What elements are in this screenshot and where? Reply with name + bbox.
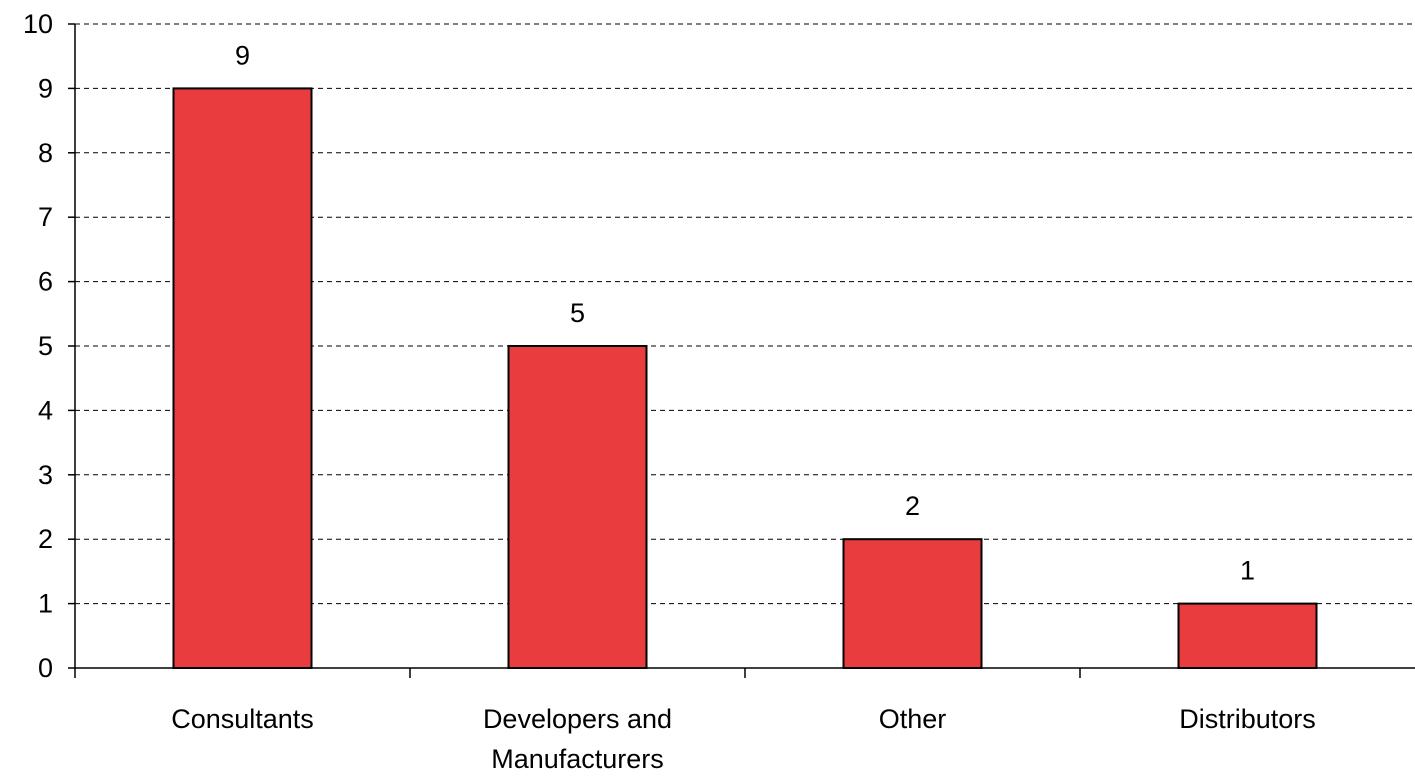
data-label-3: 1 bbox=[1240, 556, 1255, 586]
y-tick-label: 2 bbox=[38, 524, 53, 554]
gridlines bbox=[75, 23, 1415, 605]
y-tick-label: 8 bbox=[38, 138, 53, 168]
y-tick-label: 6 bbox=[38, 267, 53, 297]
data-label-1: 5 bbox=[570, 298, 585, 328]
y-tick-label: 1 bbox=[38, 589, 53, 619]
category-label-3: Distributors bbox=[1179, 704, 1316, 734]
category-label-line: Other bbox=[879, 704, 947, 734]
labels: 0 1 2 3 4 5 6 7 8 9 10 9 Consultants 5 Developers and M… bbox=[23, 9, 1316, 774]
y-tick-label: 9 bbox=[38, 73, 53, 103]
category-label-line: Consultants bbox=[171, 704, 314, 734]
category-label-line: Developers and bbox=[483, 704, 672, 734]
category-label-line: Distributors bbox=[1179, 704, 1316, 734]
y-tick-label: 4 bbox=[38, 395, 53, 425]
bar-1 bbox=[507, 345, 648, 669]
category-label-1: Developers and Manufacturers bbox=[483, 704, 672, 774]
bar-0 bbox=[172, 87, 313, 669]
bars bbox=[172, 87, 1318, 670]
bar-3 bbox=[1177, 602, 1318, 669]
category-label-2: Other bbox=[879, 704, 947, 734]
y-tick-label: 5 bbox=[38, 331, 53, 361]
data-label-0: 9 bbox=[235, 40, 250, 70]
data-label-2: 2 bbox=[905, 491, 920, 521]
y-tick-label: 0 bbox=[38, 653, 53, 683]
bar-2 bbox=[842, 538, 983, 670]
category-label-0: Consultants bbox=[171, 704, 314, 734]
y-tick-label: 7 bbox=[38, 202, 53, 232]
category-label-line: Manufacturers bbox=[491, 744, 664, 774]
y-tick-label: 3 bbox=[38, 460, 53, 490]
y-tick-label: 10 bbox=[23, 9, 53, 39]
